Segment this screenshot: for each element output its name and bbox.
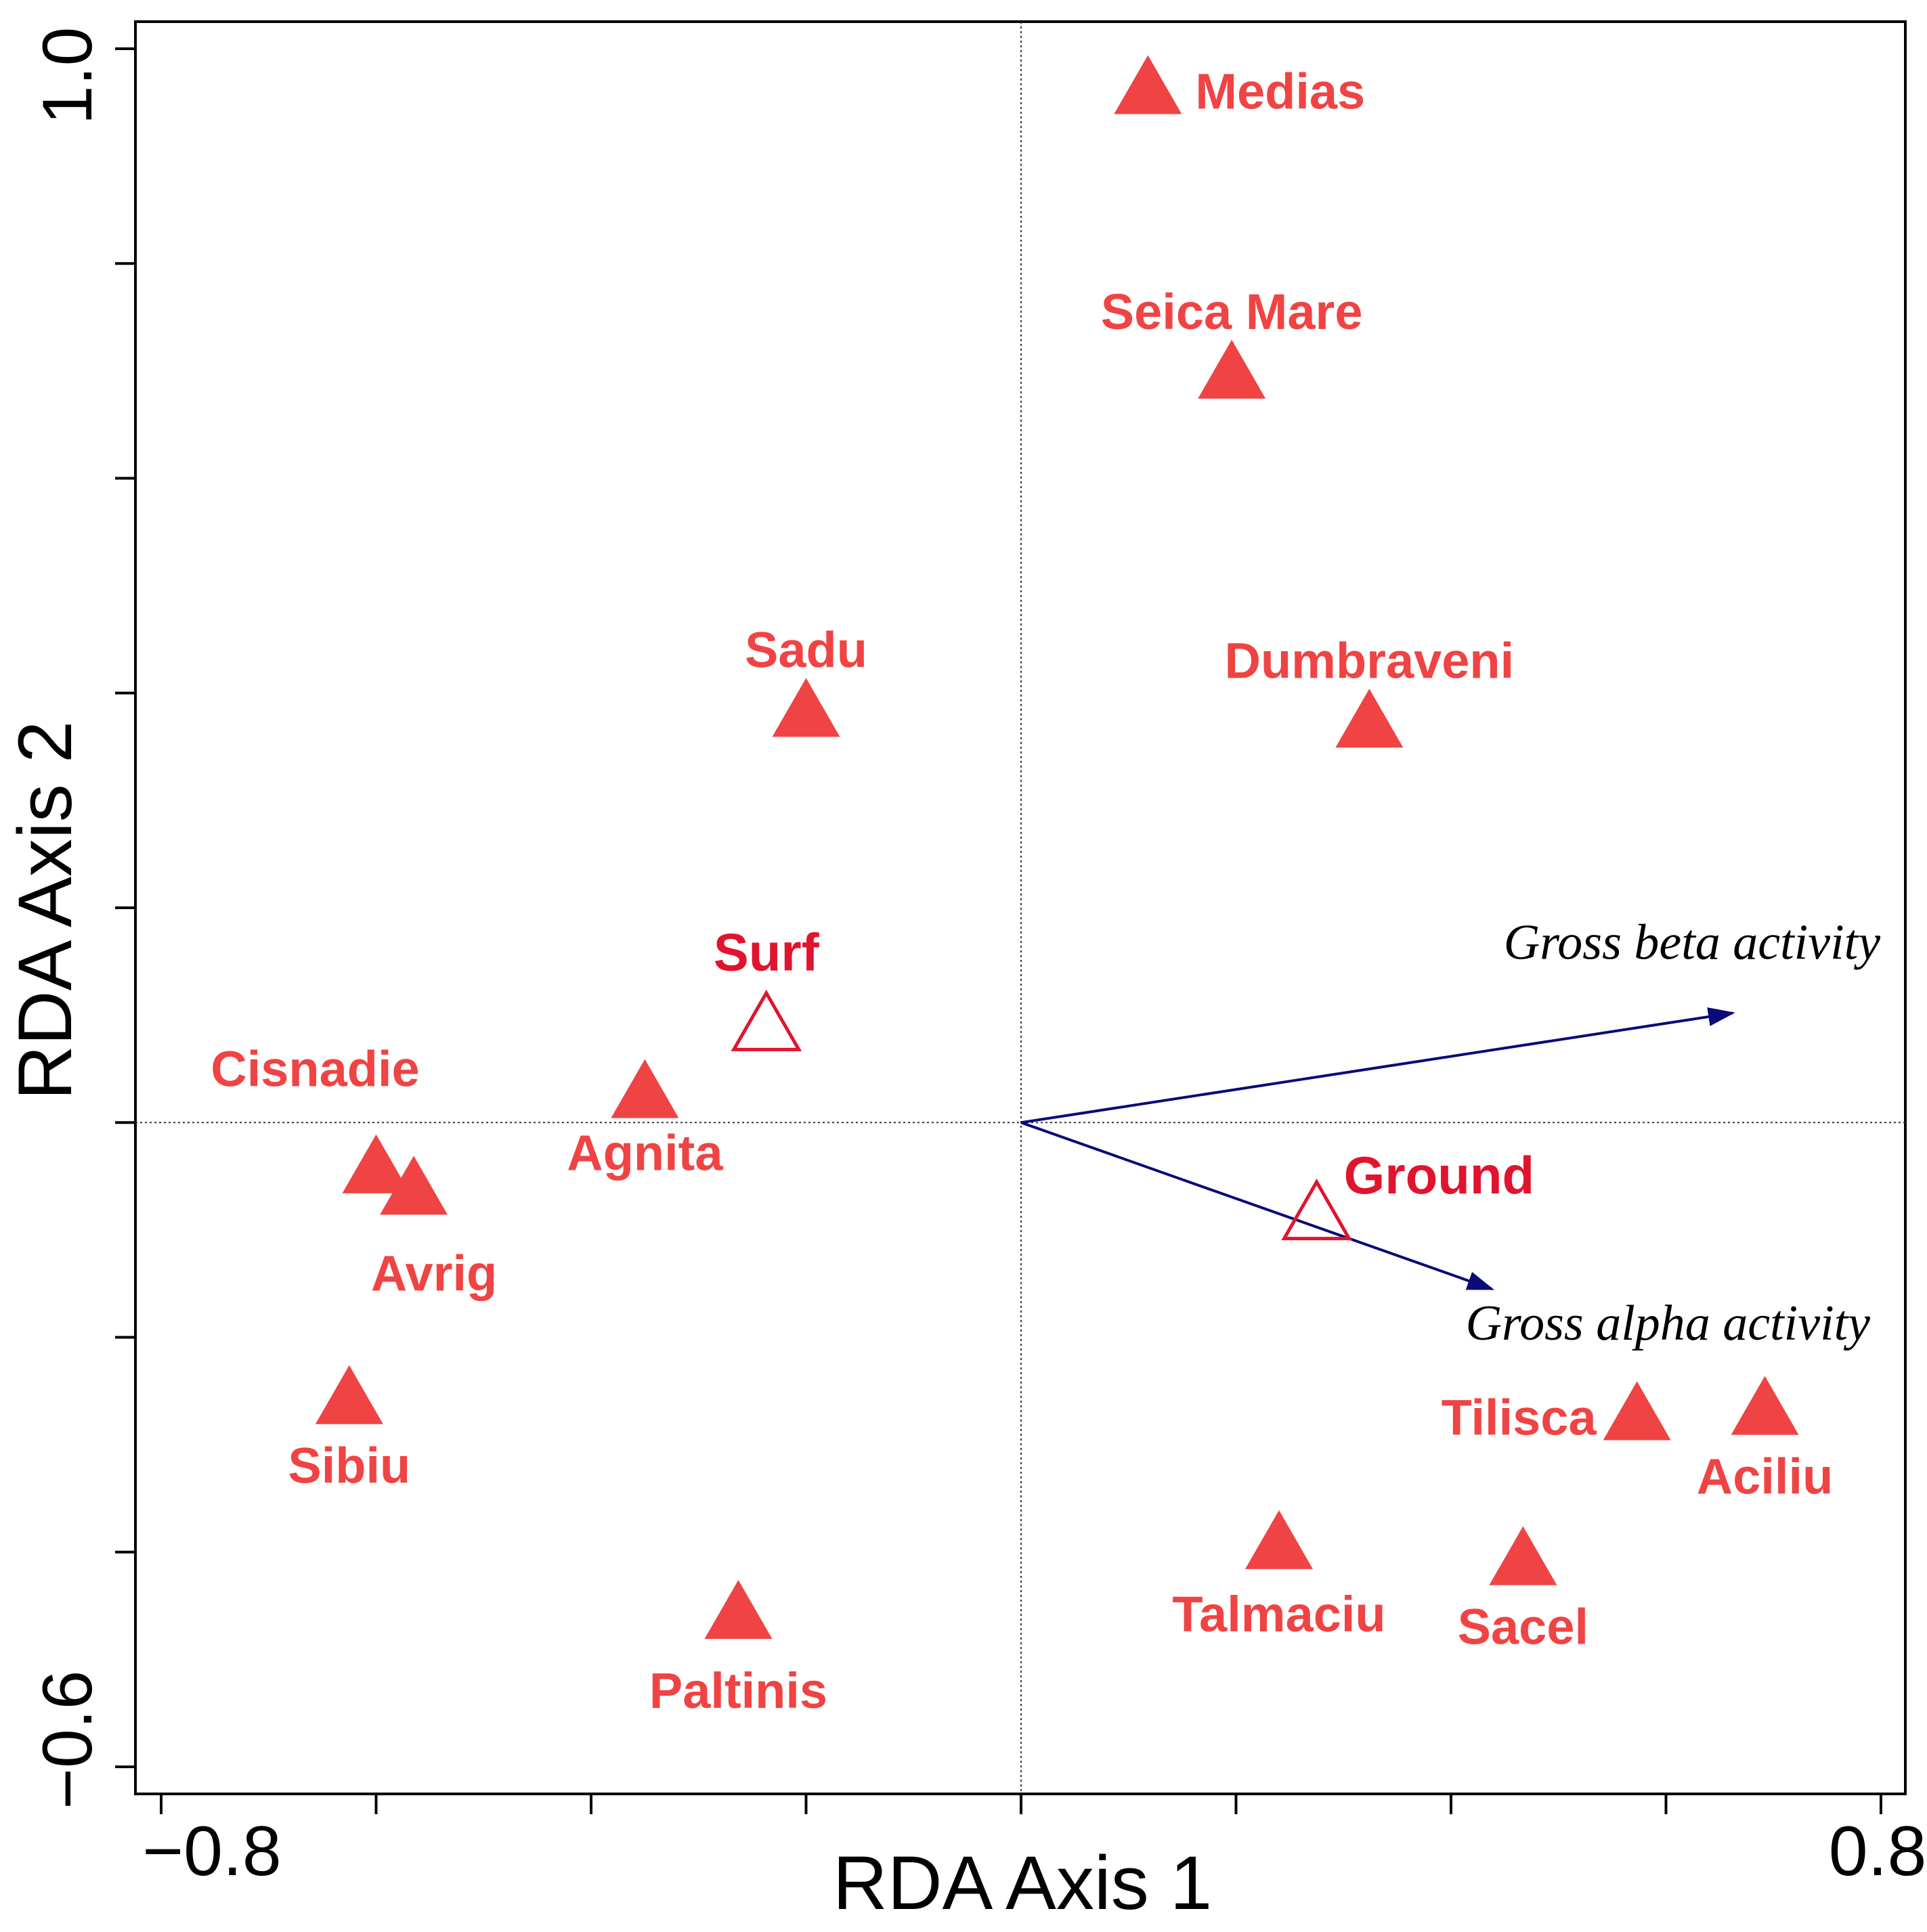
site-label-tilisca: Tilisca	[1442, 1389, 1597, 1445]
site-marker-paltinis	[704, 1579, 773, 1639]
y-tick-label-min: −0.6	[28, 1670, 107, 1809]
y-axis-label: RDA Axis 2	[3, 721, 87, 1100]
reference-lines	[135, 22, 1905, 1794]
site-marker-sacel	[1489, 1526, 1557, 1585]
vector-label-gross-alpha-activity: Gross alpha activity	[1466, 1296, 1871, 1351]
site-markers: Medias Seica Mare Sadu Dumbraveni Cisnadie Ag…	[211, 55, 1833, 1719]
site-label-dumbraveni: Dumbraveni	[1225, 632, 1515, 688]
site-label-sadu: Sadu	[745, 621, 867, 678]
group-label-surf: Surf	[714, 923, 820, 982]
x-axis-ticks: −0.8 0.8	[142, 1794, 1926, 1891]
x-axis-label: RDA Axis 1	[833, 1841, 1212, 1925]
site-marker-avrig	[380, 1156, 448, 1215]
site-label-sacel: Sacel	[1458, 1599, 1588, 1655]
site-marker-aciliu	[1731, 1376, 1799, 1435]
x-tick-label-min: −0.8	[142, 1812, 281, 1891]
site-marker-seica-mare	[1198, 339, 1266, 399]
site-label-avrig: Avrig	[371, 1245, 497, 1301]
environmental-vectors: Gross beta activity Gross alpha activity	[1020, 915, 1880, 1351]
site-label-cisnadie: Cisnadie	[211, 1041, 419, 1097]
site-marker-sadu	[772, 678, 840, 737]
site-marker-medias	[1114, 55, 1182, 114]
site-label-seica-mare: Seica Mare	[1101, 284, 1363, 340]
site-label-paltinis: Paltinis	[649, 1663, 827, 1719]
site-marker-talmaciu	[1245, 1510, 1313, 1569]
x-tick-label-max: 0.8	[1829, 1812, 1927, 1891]
site-marker-agnita	[611, 1059, 679, 1118]
vector-label-gross-beta-activity: Gross beta activity	[1504, 915, 1880, 970]
site-label-agnita: Agnita	[567, 1125, 723, 1181]
group-label-ground: Ground	[1344, 1145, 1535, 1205]
site-label-talmaciu: Talmaciu	[1172, 1586, 1385, 1642]
vector-gross-beta-activity	[1020, 1007, 1735, 1124]
y-tick-label-max: 1.0	[28, 27, 107, 125]
site-marker-tilisca	[1603, 1381, 1671, 1441]
vector-gross-alpha-activity	[1020, 1121, 1495, 1291]
group-marker-surf	[731, 989, 802, 1051]
y-axis-ticks: −0.6 1.0	[28, 27, 135, 1809]
site-label-aciliu: Aciliu	[1697, 1449, 1833, 1505]
site-marker-sibiu	[315, 1365, 383, 1424]
site-label-sibiu: Sibiu	[288, 1438, 410, 1494]
site-marker-cisnadie	[342, 1134, 410, 1193]
group-markers: Surf Ground	[714, 923, 1535, 1241]
group-marker-ground	[1281, 1179, 1352, 1241]
site-label-medias: Medias	[1195, 63, 1365, 119]
site-marker-dumbraveni	[1335, 688, 1404, 748]
